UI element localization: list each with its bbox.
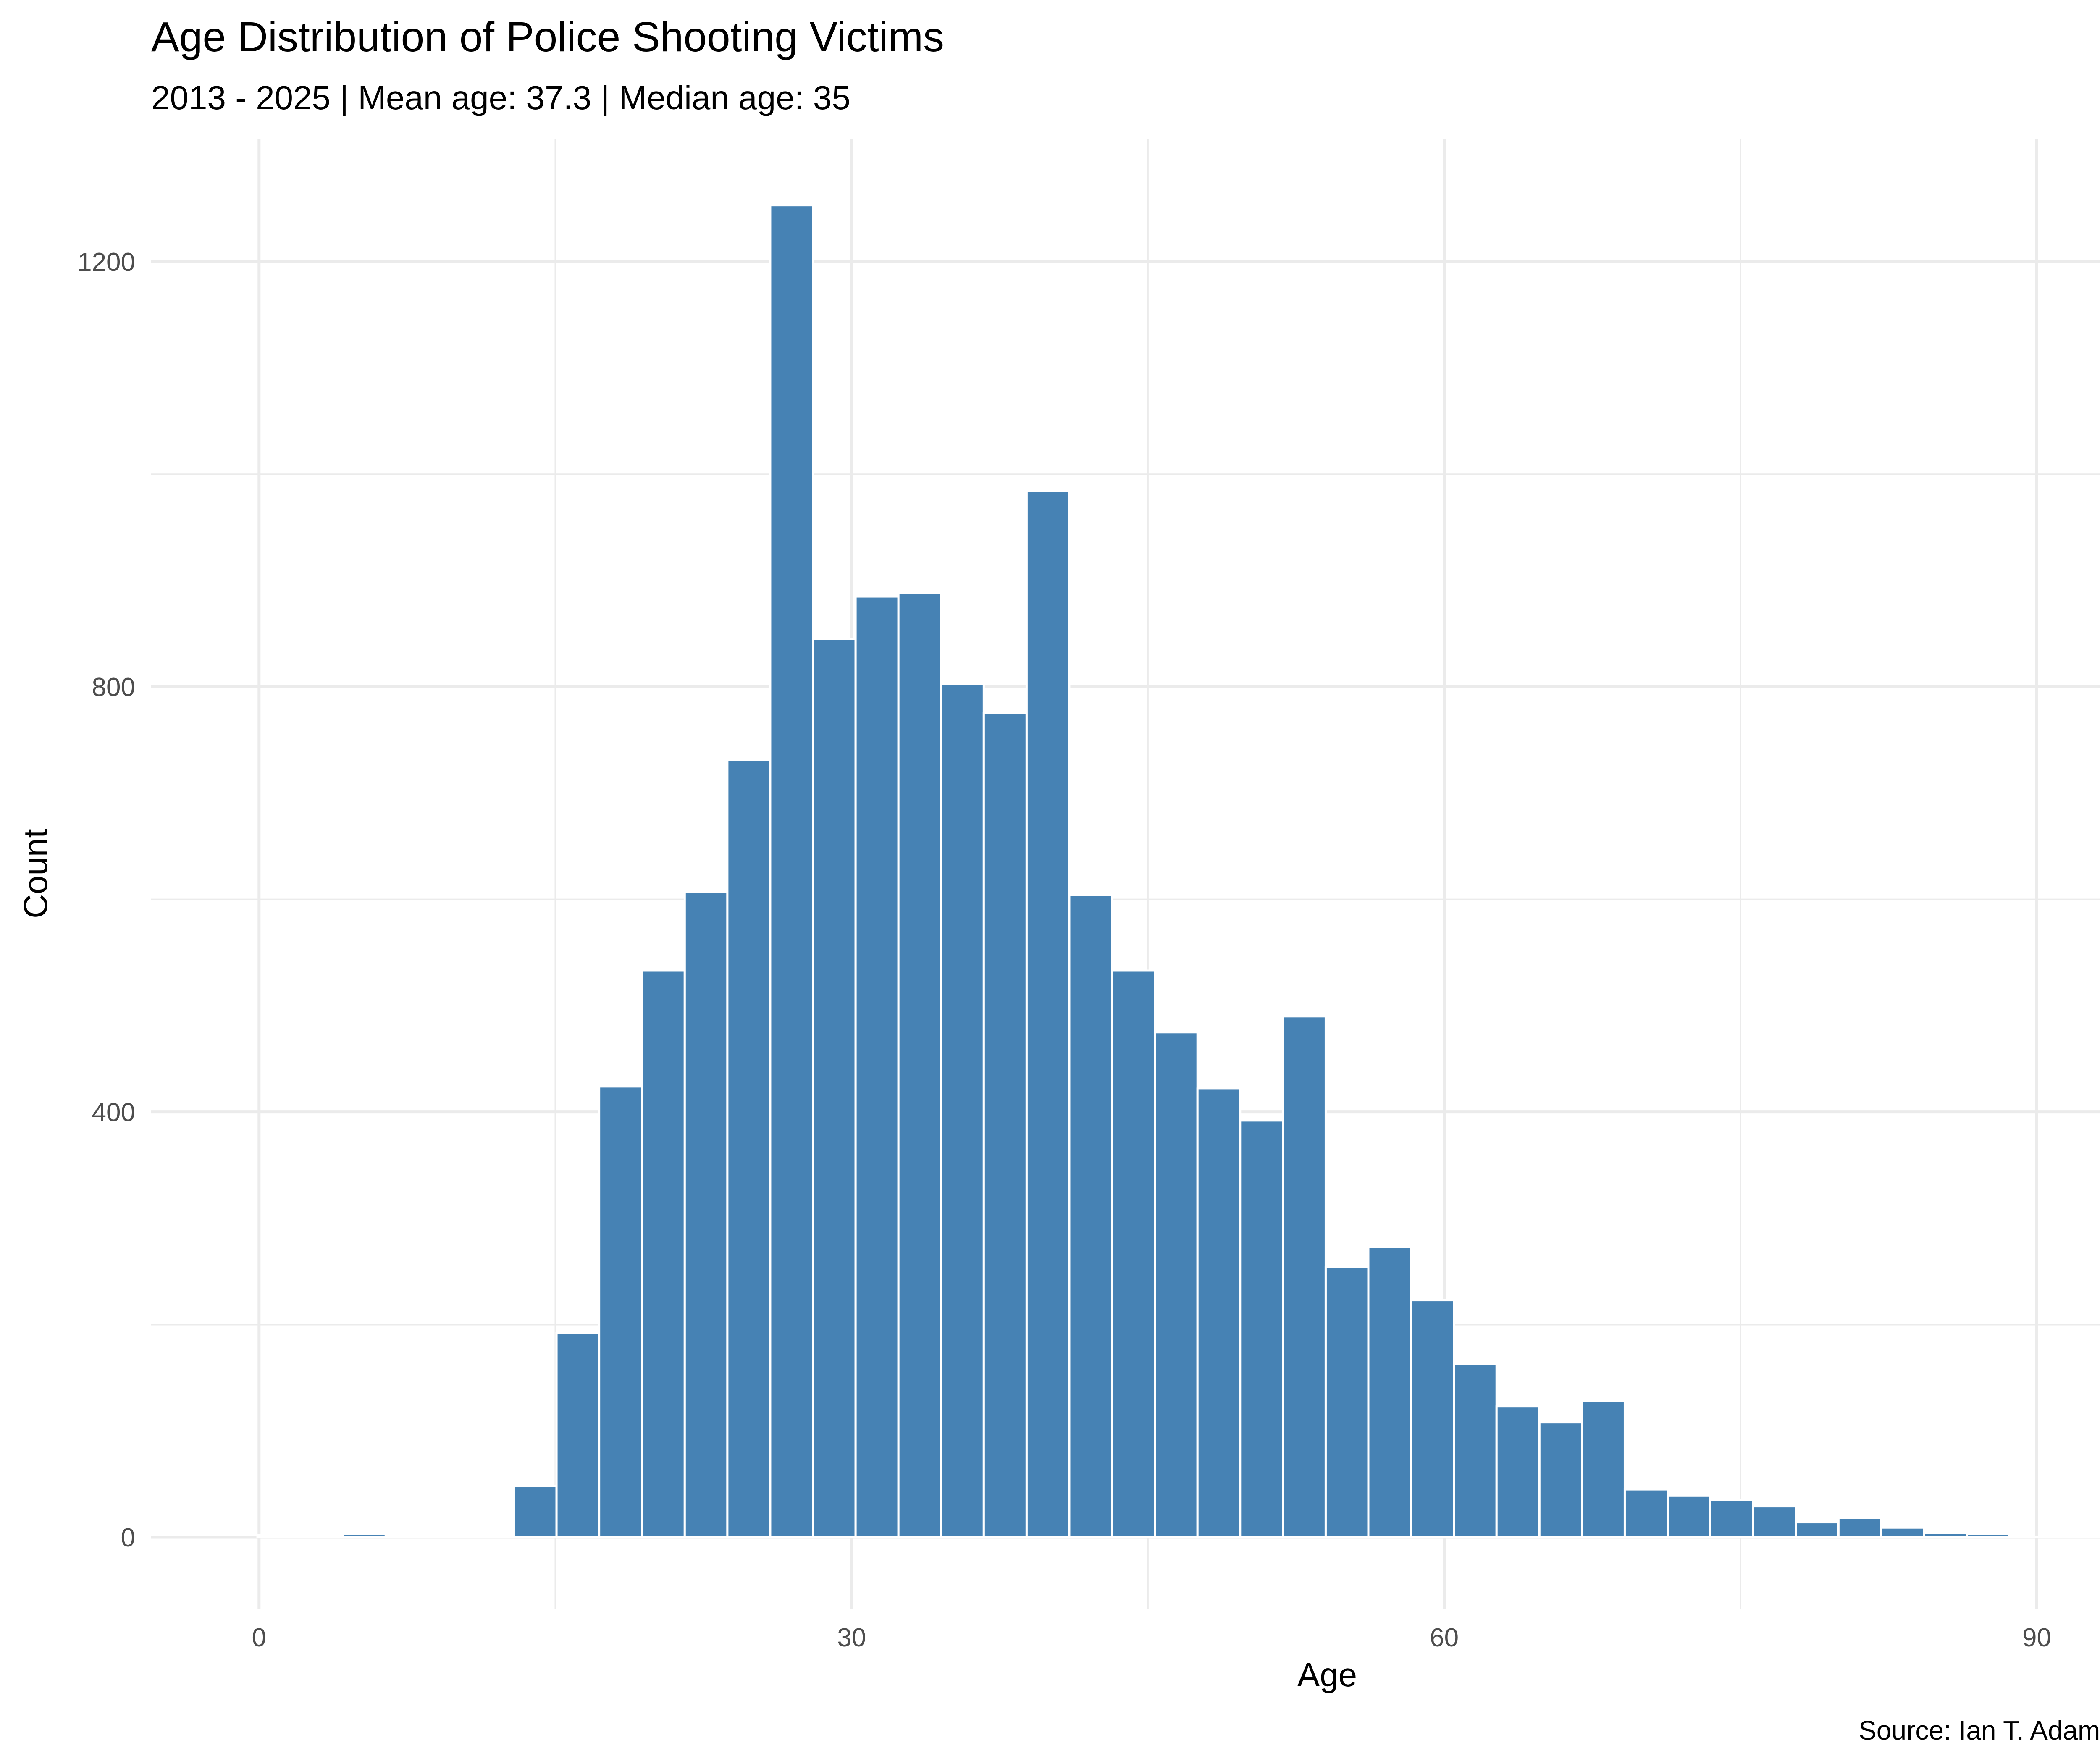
histogram-bar	[1025, 490, 1071, 1538]
histogram-bar	[1581, 1400, 1626, 1538]
histogram-bar	[769, 204, 814, 1538]
histogram-bar	[1667, 1494, 1712, 1538]
histogram-bar	[1282, 1015, 1327, 1538]
x-tick-label: 60	[1430, 1623, 1459, 1652]
histogram-bar	[1837, 1517, 1882, 1538]
histogram-bars	[256, 204, 2100, 1538]
histogram-bar	[812, 638, 857, 1538]
histogram-bar	[1923, 1532, 1968, 1538]
chart-subtitle: 2013 - 2025 | Mean age: 37.3 | Median ag…	[151, 79, 850, 116]
histogram-bar	[1966, 1533, 2011, 1538]
y-tick-label: 400	[92, 1098, 135, 1127]
x-axis-title: Age	[1297, 1656, 1357, 1693]
histogram-bar	[1623, 1488, 1669, 1538]
y-tick-label: 800	[92, 673, 135, 702]
y-tick-label: 0	[121, 1523, 135, 1552]
histogram-bar	[641, 969, 686, 1538]
y-axis-tick-labels: 0 400 800 1200	[77, 248, 135, 1552]
histogram-bar	[940, 682, 985, 1538]
histogram-bar	[256, 1534, 302, 1538]
histogram-bar	[1196, 1087, 1242, 1538]
histogram-bar	[1068, 894, 1113, 1538]
histogram-bar	[470, 1534, 515, 1538]
chart-caption: Source: Ian T. Adams | Data: Mapping Pol…	[1858, 1715, 2100, 1746]
histogram-bar	[897, 592, 942, 1538]
histogram-bar	[1453, 1362, 1498, 1538]
y-axis-title: Count	[17, 829, 54, 918]
histogram-bar	[555, 1332, 601, 1538]
histogram-bar	[1752, 1505, 1797, 1538]
x-tick-label: 0	[252, 1623, 266, 1652]
histogram-bar	[1795, 1521, 1840, 1538]
histogram-bar	[1410, 1299, 1455, 1538]
histogram-bar	[1154, 1031, 1199, 1538]
histogram-bar	[1239, 1119, 1284, 1538]
histogram-bar	[1324, 1266, 1370, 1538]
histogram-bar	[512, 1485, 558, 1538]
histogram-bar	[1495, 1405, 1541, 1538]
x-axis-tick-labels: 0 30 60 90	[252, 1623, 2051, 1652]
histogram-bar	[683, 891, 729, 1538]
x-tick-label: 90	[2022, 1623, 2051, 1652]
histogram-bar	[1709, 1499, 1754, 1538]
histogram-bar	[1880, 1526, 1925, 1538]
histogram-bar	[1111, 969, 1156, 1538]
histogram-bar	[1538, 1421, 1583, 1538]
histogram-bar	[598, 1085, 643, 1538]
histogram-bar	[982, 712, 1028, 1538]
histogram-bar	[1367, 1246, 1412, 1538]
histogram-bar	[854, 595, 900, 1538]
histogram-bar	[726, 759, 772, 1538]
x-tick-label: 30	[837, 1623, 866, 1652]
chart-title: Age Distribution of Police Shooting Vict…	[151, 13, 944, 60]
y-tick-label: 1200	[77, 248, 135, 277]
histogram-bar	[342, 1533, 387, 1538]
